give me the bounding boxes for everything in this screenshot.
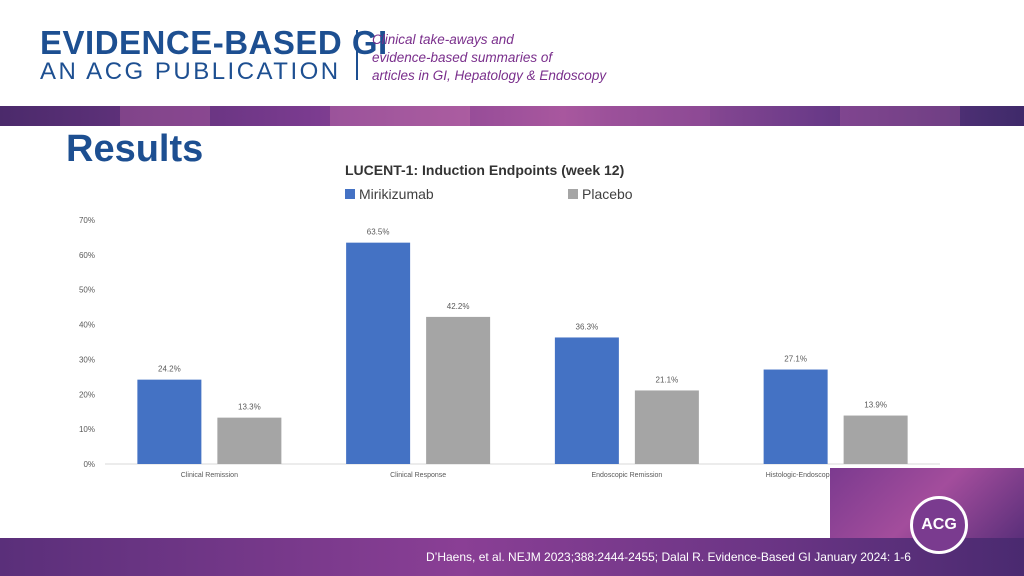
band-shape [120, 106, 210, 126]
y-tick-label: 70% [79, 216, 95, 225]
legend-label-mirikizumab: Mirikizumab [359, 186, 434, 202]
footer-band [0, 538, 1024, 576]
data-label: 13.9% [864, 401, 887, 410]
decorative-band [0, 106, 1024, 126]
band-shape [840, 106, 960, 126]
band-shape [330, 106, 470, 126]
y-tick-label: 30% [79, 355, 95, 364]
bar-placebo [426, 316, 491, 464]
bar-mirikizumab [346, 242, 411, 464]
y-tick-label: 60% [79, 251, 95, 260]
data-label: 36.3% [576, 322, 599, 331]
legend-swatch-placebo [568, 189, 578, 199]
tagline-line-3: articles in GI, Hepatology & Endoscopy [372, 68, 607, 83]
acg-logo: ACG [910, 496, 968, 554]
legend-label-placebo: Placebo [582, 186, 633, 202]
slide-title: Results [66, 128, 204, 170]
data-label: 13.3% [238, 403, 261, 412]
x-tick-label: Clinical Response [390, 472, 446, 479]
bar-mirikizumab [554, 337, 619, 464]
chart-title: LUCENT-1: Induction Endpoints (week 12) [345, 162, 625, 178]
data-label: 42.2% [447, 302, 470, 311]
acg-logo-text: ACG [921, 516, 957, 533]
bar-placebo [634, 390, 699, 464]
bar-placebo [843, 415, 908, 464]
brand-subtitle: AN ACG PUBLICATION [40, 58, 341, 85]
x-tick-label: Endoscopic Remission [591, 472, 662, 479]
legend-swatch-mirikizumab [345, 189, 355, 199]
y-tick-label: 50% [79, 286, 95, 295]
data-label: 24.2% [158, 365, 181, 374]
tagline-line-1: Clinical take-aways and [372, 32, 514, 47]
y-tick-label: 40% [79, 321, 95, 330]
bar-mirikizumab [137, 379, 202, 464]
bar-placebo [217, 417, 282, 464]
bar-mirikizumab [763, 369, 828, 464]
citation: D’Haens, et al. NEJM 2023;388:2444-2455;… [426, 550, 911, 564]
data-label: 63.5% [367, 228, 390, 237]
legend-item-mirikizumab: Mirikizumab [345, 186, 434, 202]
bar-chart: 0% 10% 20% 30% 40% 50% 60% 70% 24.2% 13.3% Clinica… [79, 216, 940, 479]
y-tick-label: 20% [79, 390, 95, 399]
data-label: 21.1% [656, 375, 679, 384]
x-tick-label: Clinical Remission [181, 472, 238, 479]
header: EVIDENCE-BASED GI AN ACG PUBLICATION Cli… [0, 0, 1024, 106]
band-shape [600, 106, 710, 126]
y-tick-label: 0% [83, 460, 95, 469]
y-tick-label: 10% [79, 425, 95, 434]
brand-divider [356, 30, 358, 80]
data-label: 27.1% [784, 355, 807, 364]
tagline-line-2: evidence-based summaries of [372, 50, 553, 65]
legend-item-placebo: Placebo [568, 186, 633, 202]
brand-title: EVIDENCE-BASED GI [40, 24, 388, 61]
